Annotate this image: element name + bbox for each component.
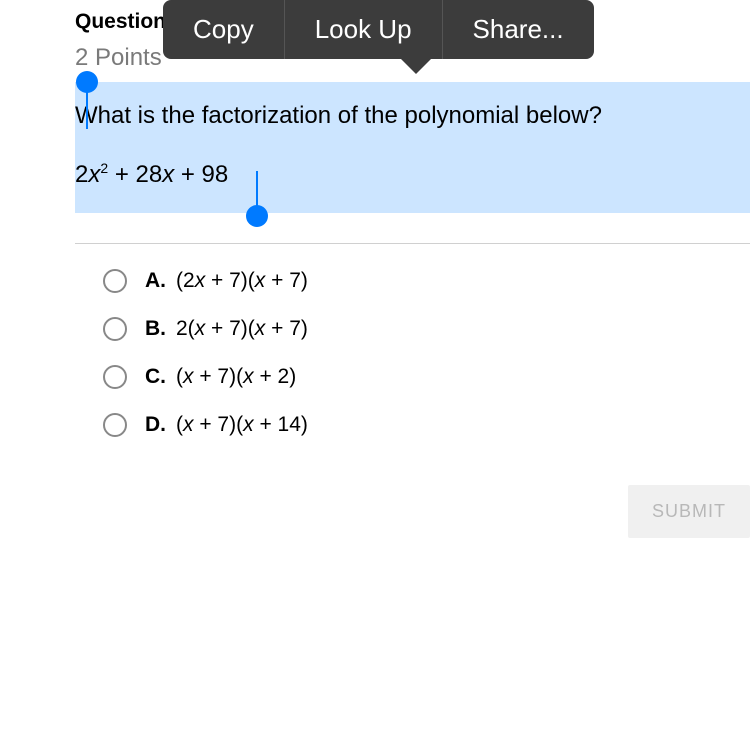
option-b: B. 2(x + 7)(x + 7) xyxy=(103,317,750,341)
selection-handle-start[interactable] xyxy=(76,71,98,93)
lookup-menu-item[interactable]: Look Up xyxy=(285,0,443,59)
option-a: A. (2x + 7)(x + 7) xyxy=(103,269,750,293)
option-label-a: A. xyxy=(145,269,166,293)
copy-menu-item[interactable]: Copy xyxy=(163,0,285,59)
selection-handle-end[interactable] xyxy=(246,205,268,227)
option-label-b: B. xyxy=(145,317,166,341)
context-menu: Copy Look Up Share... xyxy=(163,0,594,59)
divider xyxy=(75,243,750,244)
option-label-d: D. xyxy=(145,413,166,437)
option-text-a: (2x + 7)(x + 7) xyxy=(176,269,308,293)
option-text-d: (x + 7)(x + 14) xyxy=(176,413,308,437)
polynomial-expression: 2x2 + 28x + 98 xyxy=(75,160,750,189)
option-text-c: (x + 7)(x + 2) xyxy=(176,365,296,389)
radio-c[interactable] xyxy=(103,365,127,389)
option-text-b: 2(x + 7)(x + 7) xyxy=(176,317,308,341)
option-label-c: C. xyxy=(145,365,166,389)
selected-text-area[interactable]: What is the factorization of the polynom… xyxy=(75,82,750,213)
option-d: D. (x + 7)(x + 14) xyxy=(103,413,750,437)
question-text: What is the factorization of the polynom… xyxy=(75,102,750,130)
answer-options: A. (2x + 7)(x + 7) B. 2(x + 7)(x + 7) C.… xyxy=(103,269,750,437)
option-c: C. (x + 7)(x + 2) xyxy=(103,365,750,389)
radio-a[interactable] xyxy=(103,269,127,293)
radio-b[interactable] xyxy=(103,317,127,341)
share-menu-item[interactable]: Share... xyxy=(443,0,594,59)
submit-button[interactable]: SUBMIT xyxy=(628,485,750,538)
radio-d[interactable] xyxy=(103,413,127,437)
question-content: Question 2 Points What is the factorizat… xyxy=(0,0,750,437)
